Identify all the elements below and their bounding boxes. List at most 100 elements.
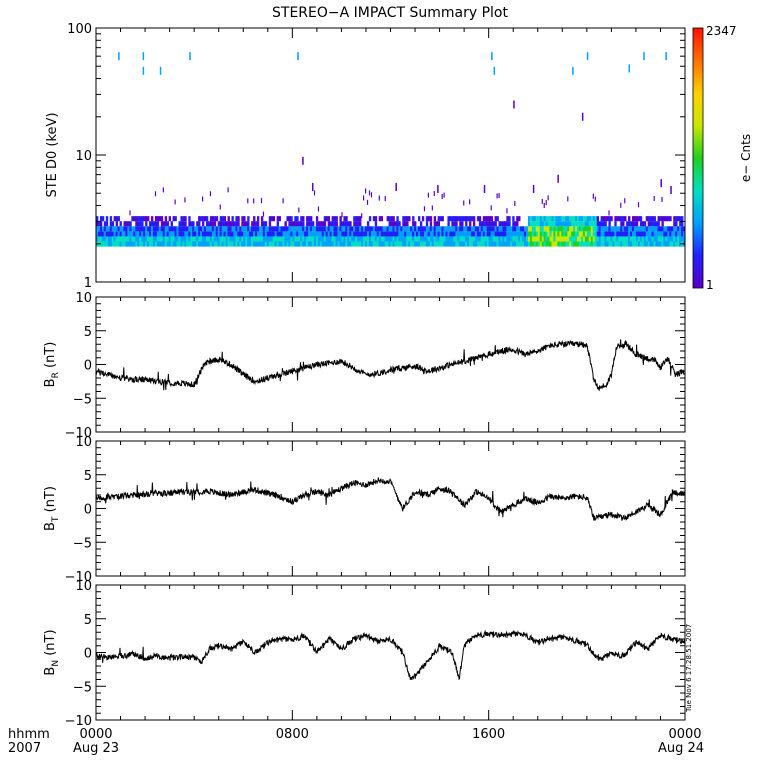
heatmap-cell bbox=[575, 226, 578, 232]
heatmap-cell bbox=[561, 231, 564, 237]
heatmap-cell bbox=[480, 231, 484, 237]
heatmap-cell bbox=[571, 231, 574, 237]
heatmap-cell bbox=[331, 216, 334, 222]
heatmap-cell bbox=[351, 226, 354, 232]
heatmap-cell bbox=[592, 226, 596, 232]
heatmap-cell bbox=[427, 192, 429, 198]
heatmap-cell bbox=[675, 231, 678, 237]
heatmap-cell bbox=[467, 216, 470, 222]
heatmap-cell bbox=[425, 241, 429, 247]
heatmap-cell bbox=[639, 231, 643, 237]
heatmap-cell bbox=[649, 241, 653, 247]
heatmap-cell bbox=[433, 190, 435, 196]
heatmap-cell bbox=[496, 241, 499, 247]
heatmap-cell bbox=[131, 236, 134, 242]
heatmap-cell bbox=[508, 236, 511, 242]
heatmap-cell bbox=[543, 241, 546, 247]
heatmap-cell bbox=[243, 236, 246, 242]
heatmap-cell bbox=[590, 221, 594, 227]
heatmap-cell bbox=[545, 221, 548, 227]
heatmap-cell bbox=[264, 231, 268, 237]
heatmap-cell bbox=[657, 231, 660, 237]
heatmap-cell bbox=[657, 221, 660, 227]
heatmap-cell bbox=[118, 52, 120, 61]
heatmap-cell bbox=[182, 231, 185, 237]
heatmap-cell bbox=[247, 226, 250, 232]
heatmap-cell bbox=[423, 241, 427, 247]
heatmap-cell bbox=[622, 226, 625, 232]
heatmap-cell bbox=[608, 226, 611, 232]
heatmap-cell bbox=[184, 231, 187, 237]
heatmap-cells bbox=[96, 52, 686, 247]
heatmap-cell bbox=[547, 231, 550, 237]
heatmap-cell bbox=[504, 236, 507, 242]
heatmap-cell bbox=[270, 226, 274, 232]
y-axis-label: BN (nT) bbox=[43, 629, 61, 675]
colorbar-scale bbox=[692, 27, 704, 289]
b-r-trace bbox=[95, 339, 686, 391]
heatmap-cell bbox=[630, 231, 633, 237]
heatmap-cell bbox=[647, 226, 651, 232]
heatmap-cell bbox=[584, 241, 588, 247]
heatmap-cell bbox=[472, 226, 476, 232]
heatmap-cell bbox=[109, 241, 113, 247]
heatmap-cell bbox=[596, 231, 600, 237]
heatmap-cell bbox=[262, 231, 266, 237]
heatmap-cell bbox=[588, 231, 592, 237]
heatmap-cell bbox=[231, 236, 234, 242]
heatmap-cell bbox=[626, 226, 629, 232]
heatmap-cell bbox=[276, 226, 279, 232]
heatmap-cell bbox=[139, 226, 142, 232]
heatmap-cell bbox=[580, 236, 584, 242]
heatmap-cell bbox=[188, 221, 191, 227]
heatmap-cell bbox=[490, 236, 493, 242]
heatmap-cell bbox=[545, 216, 548, 222]
heatmap-cell bbox=[500, 226, 503, 232]
heatmap-cell bbox=[243, 216, 246, 222]
heatmap-cell bbox=[96, 231, 99, 237]
heatmap-cell bbox=[610, 226, 613, 232]
heatmap-cell bbox=[251, 231, 254, 237]
heatmap-cell bbox=[421, 226, 425, 232]
heatmap-cell bbox=[624, 241, 627, 247]
heatmap-cell bbox=[315, 216, 319, 222]
heatmap-cell bbox=[419, 226, 423, 232]
heatmap-cell bbox=[149, 221, 152, 227]
heatmap-cell bbox=[158, 231, 162, 237]
heatmap-cell bbox=[323, 226, 327, 232]
heatmap-cell bbox=[170, 241, 173, 247]
heatmap-cell bbox=[388, 226, 391, 232]
heatmap-cell bbox=[221, 226, 225, 232]
heatmap-cell bbox=[310, 241, 313, 247]
heatmap-cell bbox=[602, 226, 605, 232]
heatmap-cell bbox=[174, 236, 177, 242]
heatmap-cell bbox=[433, 231, 437, 237]
heatmap-cell bbox=[125, 226, 128, 232]
heatmap-cell bbox=[463, 236, 466, 242]
heatmap-cell bbox=[313, 226, 317, 232]
heatmap-cell bbox=[313, 236, 317, 242]
heatmap-cell bbox=[99, 236, 103, 242]
heatmap-cell bbox=[419, 231, 423, 237]
heatmap-cell bbox=[406, 241, 409, 247]
heatmap-cell bbox=[127, 236, 130, 242]
heatmap-cell bbox=[400, 236, 403, 242]
heatmap-cell bbox=[502, 221, 505, 227]
heatmap-cell bbox=[306, 236, 309, 242]
heatmap-cell bbox=[563, 226, 566, 232]
x-axis-start-date: Aug 23 bbox=[73, 741, 119, 756]
heatmap-cell bbox=[626, 236, 629, 242]
heatmap-cell bbox=[335, 216, 338, 222]
heatmap-cell bbox=[669, 236, 672, 242]
heatmap-cell bbox=[207, 241, 211, 247]
heatmap-cell bbox=[147, 226, 150, 232]
heatmap-cell bbox=[580, 241, 584, 247]
heatmap-cell bbox=[306, 241, 309, 247]
heatmap-cell bbox=[115, 216, 118, 222]
heatmap-cell bbox=[661, 241, 664, 247]
heatmap-cell bbox=[478, 221, 482, 227]
heatmap-cell bbox=[645, 241, 649, 247]
heatmap-cell bbox=[545, 241, 548, 247]
heatmap-cell bbox=[182, 236, 185, 242]
